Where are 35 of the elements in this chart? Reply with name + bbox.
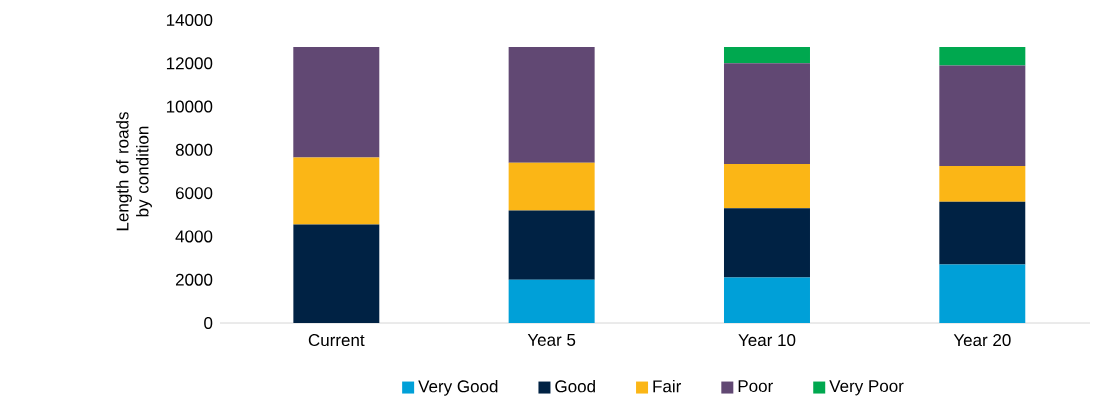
- bar: [939, 65, 1026, 167]
- bar: [939, 264, 1026, 323]
- x-tick-label: Current: [308, 334, 365, 347]
- y-tick-label: 0: [204, 317, 213, 330]
- bar: [939, 47, 1026, 66]
- y-tick-label: 14000: [166, 14, 213, 27]
- legend-label: Very Poor: [829, 380, 904, 396]
- bar: [293, 157, 380, 225]
- bar: [723, 163, 810, 209]
- legend-label: Poor: [738, 380, 773, 393]
- x-tick-label: Year 5: [527, 334, 576, 346]
- legend-label: Good: [555, 379, 595, 393]
- bar: [508, 279, 595, 323]
- bar: [293, 47, 380, 158]
- bar: [508, 162, 595, 211]
- bar: [723, 277, 810, 323]
- bar: [508, 47, 595, 163]
- bar: [939, 166, 1026, 202]
- bar: [723, 63, 810, 164]
- bar: [723, 208, 810, 278]
- bar: [508, 210, 595, 280]
- x-tick-label: Year 20: [953, 334, 1011, 347]
- bar: [939, 201, 1026, 265]
- y-tick-label: 6000: [176, 187, 213, 200]
- y-tick-label: 10000: [166, 100, 213, 113]
- legend-label: Very Good: [418, 379, 498, 396]
- y-tick-label: 4000: [175, 230, 213, 243]
- bar: [723, 47, 810, 64]
- legend-label: Fair: [653, 379, 682, 393]
- y-tick-label: 12000: [166, 57, 213, 70]
- x-tick-label: Year 10: [738, 334, 796, 347]
- y-tick-label: 8000: [175, 143, 213, 156]
- bar: [293, 224, 380, 323]
- y-axis-title: Length of roads by condition: [116, 112, 152, 231]
- y-tick-label: 2000: [175, 273, 213, 286]
